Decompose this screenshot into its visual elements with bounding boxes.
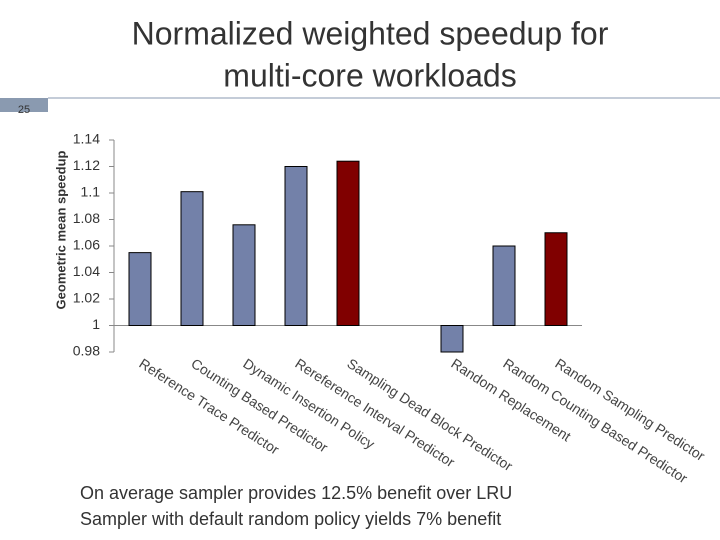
bar <box>492 245 516 326</box>
y-tick-label: 1.06 <box>73 237 100 253</box>
y-tick-label: 1.1 <box>81 184 101 200</box>
y-tick-label: 1.08 <box>73 210 100 226</box>
slide-tab <box>0 98 48 112</box>
title-line: multi-core workloads <box>223 57 516 93</box>
y-tick-label: 1.04 <box>73 263 100 279</box>
bar <box>180 191 204 326</box>
y-tick-label: 1.02 <box>73 290 100 306</box>
bar <box>336 160 360 326</box>
y-tick-label: 0.98 <box>73 343 100 359</box>
bar <box>544 232 568 326</box>
y-axis-label: Geometric mean speedup <box>53 150 68 309</box>
title-line: Normalized weighted speedup for <box>132 15 609 51</box>
note: Sampler with default random policy yield… <box>80 509 501 529</box>
bar <box>284 166 308 326</box>
bar <box>440 325 464 353</box>
y-tick-label: 1.14 <box>73 131 100 147</box>
bar <box>128 252 152 326</box>
slide-number: 25 <box>18 104 30 116</box>
bar <box>232 224 256 326</box>
note: On average sampler provides 12.5% benefi… <box>80 483 512 503</box>
y-tick-label: 1.12 <box>73 157 100 173</box>
y-tick-label: 1 <box>92 316 100 332</box>
